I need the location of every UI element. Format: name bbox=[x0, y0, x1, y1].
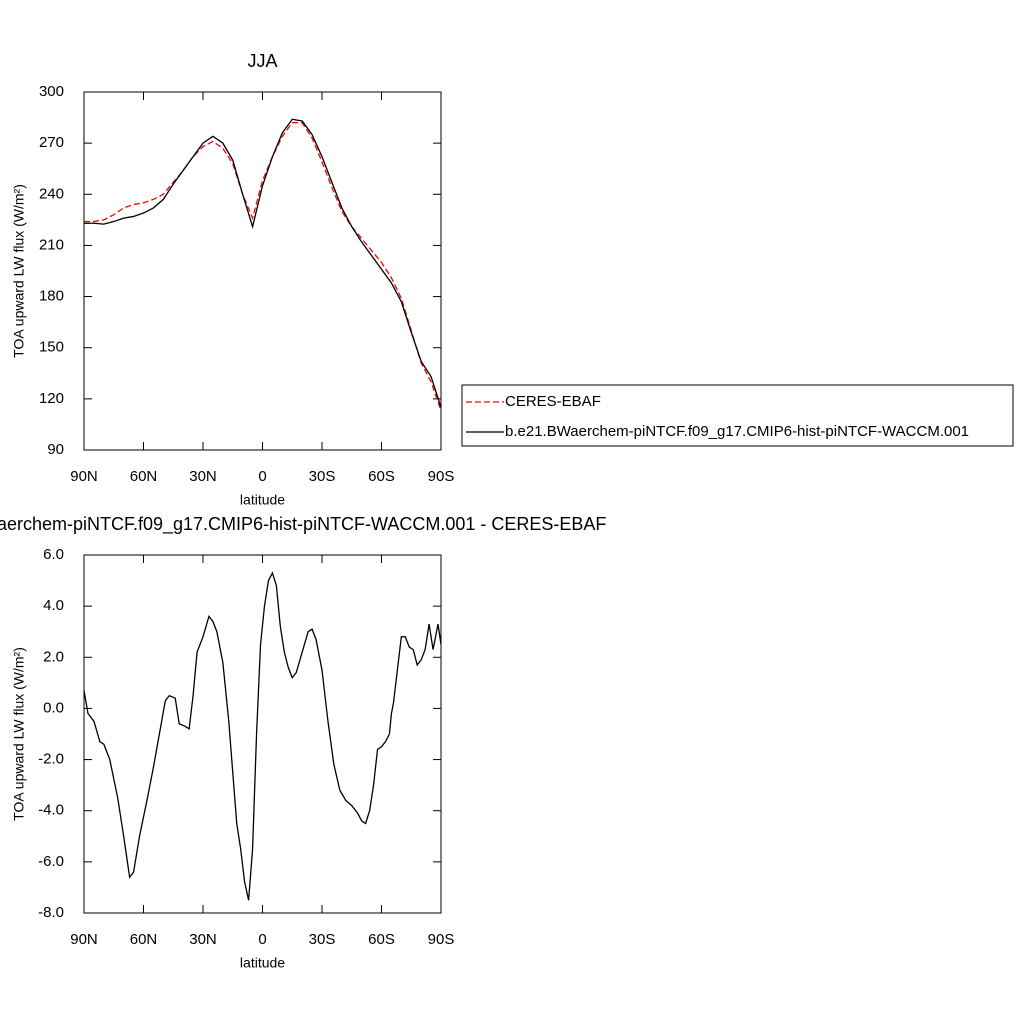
x-tick-label: 30N bbox=[189, 468, 217, 485]
x-tick-label: 0 bbox=[258, 468, 266, 485]
x-tick-label: 60N bbox=[130, 468, 158, 485]
y-tick-label: -6.0 bbox=[38, 853, 64, 870]
legend-label: CERES-EBAF bbox=[505, 393, 601, 410]
y-tick-label: 0.0 bbox=[43, 699, 64, 716]
x-axis-label: latitude bbox=[240, 955, 285, 971]
y-tick-label: 300 bbox=[39, 83, 64, 100]
x-tick-label: 90S bbox=[428, 931, 455, 948]
x-axis-label: latitude bbox=[240, 492, 285, 508]
y-tick-label: 6.0 bbox=[43, 546, 64, 563]
x-tick-label: 60S bbox=[368, 468, 395, 485]
x-tick-label: 90N bbox=[70, 931, 98, 948]
y-tick-label: -4.0 bbox=[38, 802, 64, 819]
y-tick-label: 210 bbox=[39, 236, 64, 253]
y-tick-label: 120 bbox=[39, 390, 64, 407]
y-axis-label: TOA upward LW flux (W/m²) bbox=[11, 184, 27, 358]
x-tick-label: 60S bbox=[368, 931, 395, 948]
plot-frame bbox=[83, 554, 442, 914]
chart-title: b.e21.BWaerchem-piNTCF.f09_g17.CMIP6-his… bbox=[0, 514, 606, 535]
x-tick-label: 30S bbox=[309, 468, 336, 485]
x-tick-label: 0 bbox=[258, 931, 266, 948]
legend-label: b.e21.BWaerchem-piNTCF.f09_g17.CMIP6-his… bbox=[505, 423, 969, 440]
y-tick-label: 4.0 bbox=[43, 597, 64, 614]
x-tick-label: 60N bbox=[130, 931, 158, 948]
y-tick-label: 2.0 bbox=[43, 648, 64, 665]
chart-title: JJA bbox=[247, 51, 277, 71]
x-tick-label: 90S bbox=[428, 468, 455, 485]
data-line bbox=[83, 571, 442, 901]
x-tick-label: 30N bbox=[189, 931, 217, 948]
y-tick-label: 240 bbox=[39, 185, 64, 202]
y-axis-label: TOA upward LW flux (W/m²) bbox=[11, 647, 27, 821]
y-tick-label: 270 bbox=[39, 134, 64, 151]
y-tick-label: 150 bbox=[39, 339, 64, 356]
y-tick-label: 90 bbox=[47, 441, 64, 458]
y-tick-label: -2.0 bbox=[38, 751, 64, 768]
y-tick-label: -8.0 bbox=[38, 904, 64, 921]
y-tick-label: 180 bbox=[39, 288, 64, 305]
legend-box bbox=[461, 384, 1014, 447]
x-tick-label: 90N bbox=[70, 468, 98, 485]
data-line bbox=[84, 122, 442, 412]
data-line bbox=[84, 118, 442, 408]
x-tick-label: 30S bbox=[309, 931, 336, 948]
